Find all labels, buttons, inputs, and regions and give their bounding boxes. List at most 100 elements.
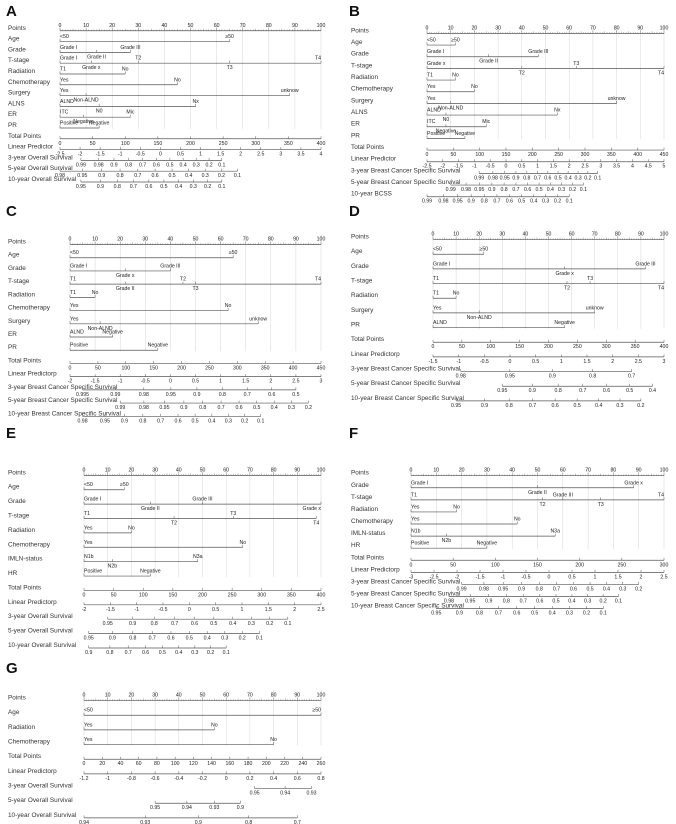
level-label: N3a <box>193 554 203 560</box>
level-label: N2b <box>108 564 118 570</box>
tick-label: 400 <box>633 152 642 158</box>
tick-label: 50 <box>459 344 465 350</box>
tick-label: 350 <box>287 592 296 598</box>
row-3-year-overall-survival: 3-year Overall Survival 0.95 0.9 0.8 0.7 0.6 0… <box>8 613 292 627</box>
tick-label: 100 <box>660 232 669 238</box>
level-label: Grade I <box>60 56 77 62</box>
row-label: Radiation <box>351 292 378 299</box>
probability-label: 0.4 <box>530 199 537 205</box>
tick-label: 140 <box>207 761 216 767</box>
tick-label: 80 <box>154 761 160 767</box>
probability-label: 0.6 <box>167 636 174 642</box>
tick-label: 2 <box>611 359 614 365</box>
tick-label: 1.5 <box>242 379 249 385</box>
row-grade: Grade Grade I Grade x Grade III <box>8 263 180 279</box>
tick-label: 400 <box>289 365 298 371</box>
probability-label: 0.5 <box>166 162 173 168</box>
level-label: Yes <box>70 303 79 309</box>
tick-label: -1 <box>472 164 477 170</box>
tick-label: 50 <box>450 562 456 568</box>
row-radiation: Radiation T1 No <box>351 291 460 300</box>
probability-label: 0.4 <box>175 184 182 190</box>
row-label: Points <box>351 27 369 34</box>
tick-label: 70 <box>240 23 246 29</box>
row-linear-predictorp: Linear Predictorp -2 -1.5 -1 -0.5 0 0.5 1 1.5 2 2.… <box>8 371 323 385</box>
probability-label: 0.6 <box>174 418 181 424</box>
tick-label: 20 <box>109 23 115 29</box>
level-label: No <box>471 84 478 90</box>
tick-label: 3 <box>320 379 323 385</box>
probability-label: 0.5 <box>552 599 559 605</box>
probability-label: 0.2 <box>554 199 561 205</box>
tick-label: 100 <box>171 761 180 767</box>
tick-label: -0.5 <box>136 152 145 158</box>
probability-label: 0.8 <box>106 650 113 656</box>
row-er: ER ITC Negative Mic <box>8 110 135 126</box>
tick-label: -1 <box>118 152 123 158</box>
tick-label: 4 <box>631 164 634 170</box>
row-label: T-stage <box>8 57 30 64</box>
row-radiation: Radiation T1 No <box>351 73 459 82</box>
tick-label: 70 <box>247 693 253 699</box>
level-label: Yes <box>84 540 93 546</box>
tick-label: 20 <box>99 761 105 767</box>
tick-label: 2.5 <box>635 359 642 365</box>
probability-label: 0.6 <box>524 187 531 193</box>
row-label: Total Points <box>8 357 41 364</box>
probability-label: 0.2 <box>205 162 212 168</box>
tick-label: 250 <box>228 592 237 598</box>
probability-label: 0.95 <box>451 403 461 409</box>
probability-label: 0.5 <box>159 650 166 656</box>
tick-label: 3.5 <box>297 152 304 158</box>
row-age: Age <50 ≥50 <box>8 708 322 716</box>
tick-label: 70 <box>592 232 598 238</box>
probability-label: 0.9 <box>98 173 105 179</box>
row-label: HR <box>8 570 18 577</box>
tick-label: 0 <box>83 467 86 473</box>
tick-label: -2 <box>68 379 73 385</box>
level-label: Yes <box>84 737 93 743</box>
level-label: T4 <box>658 492 664 498</box>
row-5-year-overall-survival: 5-year Overall Survival 0.95 0.9 0.8 0.7 0.6 0… <box>8 628 263 642</box>
probability-label: 0.98 <box>479 586 489 592</box>
row-label: Radiation <box>351 506 378 513</box>
tick-label: 60 <box>566 25 572 31</box>
tick-label: 300 <box>251 141 260 147</box>
tick-label: 0 <box>83 693 86 699</box>
probability-label: 0.4 <box>565 175 572 181</box>
probability-label: 0.4 <box>595 403 602 409</box>
row-label: Linear Predictorp <box>351 351 400 358</box>
level-label: ALND <box>427 108 441 114</box>
probability-label: 0.4 <box>271 405 278 411</box>
row-points: Points 0 10 20 30 40 50 60 70 80 90 100 <box>351 468 668 477</box>
tick-label: 20 <box>459 468 465 474</box>
row-label: Grade <box>8 498 26 505</box>
row-label: 10-year Overall Survival <box>8 176 76 183</box>
tick-label: 30 <box>135 23 141 29</box>
probability-label: 0.7 <box>628 374 635 380</box>
level-label: ALND <box>60 99 74 105</box>
row-label: T-stage <box>351 278 373 285</box>
row-label: PR <box>8 344 17 351</box>
tick-label: 50 <box>111 592 117 598</box>
probability-label: 0.9 <box>549 374 556 380</box>
tick-label: 30 <box>152 467 158 473</box>
tick-label: 80 <box>614 25 620 31</box>
tick-label: 80 <box>266 23 272 29</box>
level-label: Grade x <box>555 271 574 277</box>
row-label: 10-year Breast Cancer Specific Survival <box>351 603 464 610</box>
tick-label: 30 <box>495 25 501 31</box>
row-t-stage: T-stage T1 Grade II T2 T3 T4 <box>8 277 322 292</box>
row-label: Linear Predictor <box>8 144 54 151</box>
row-10-year-bcss: 10-year BCSS 0.99 0.98 0.95 0.9 0.8 0.7 0.6 0.5 0… <box>351 191 573 205</box>
tick-label: 0 <box>83 761 86 767</box>
probability-label: 0.94 <box>182 805 192 811</box>
level-label: T3 <box>598 502 604 508</box>
row-label: Total Points <box>8 133 41 140</box>
level-label: T1 <box>84 511 90 517</box>
row-label: Total Points <box>351 554 384 561</box>
level-label: Yes <box>60 88 69 94</box>
